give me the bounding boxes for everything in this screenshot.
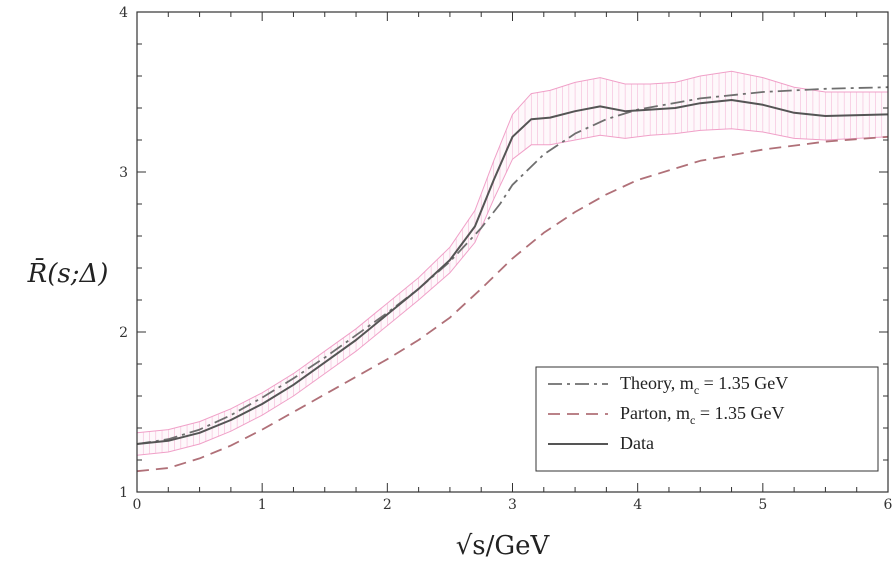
legend-entry: Data <box>620 433 654 453</box>
x-axis-label: √s/GeV <box>456 531 551 561</box>
legend-entry: Theory, mc = 1.35 GeV <box>620 373 788 397</box>
y-tick-label: 3 <box>119 165 128 181</box>
x-tick-label: 3 <box>508 497 517 513</box>
legend-entry-suffix: = 1.35 GeV <box>699 373 788 393</box>
legend-box <box>535 366 879 472</box>
legend-entry: Parton, mc = 1.35 GeV <box>620 403 784 427</box>
y-tick-label: 2 <box>119 325 128 341</box>
series-lines <box>136 86 889 473</box>
x-tick-label: 6 <box>884 497 893 513</box>
legend-entry-subscript: c <box>690 413 695 427</box>
legend-entry-suffix: = 1.35 GeV <box>695 403 784 423</box>
series-line-data <box>136 99 889 445</box>
legend-entry-name: Parton, m <box>620 403 690 423</box>
y-tick-label: 1 <box>119 485 128 501</box>
x-tick-label: 0 <box>133 497 142 513</box>
x-tick-label: 1 <box>258 497 267 513</box>
x-tick-label: 2 <box>383 497 392 513</box>
x-tick-label: 4 <box>633 497 642 513</box>
series-line-theory-m <box>136 86 889 445</box>
series-line-parton-m <box>136 135 889 473</box>
legend-entry-subscript: c <box>694 383 699 397</box>
axis-ticks <box>136 11 889 493</box>
legend-entry-name: Data <box>620 433 654 453</box>
legend-entry-name: Theory, m <box>620 373 694 393</box>
x-tick-label: 5 <box>758 497 767 513</box>
y-axis-label: R̄(s;Δ) <box>27 257 109 289</box>
y-tick-label: 4 <box>119 5 128 21</box>
